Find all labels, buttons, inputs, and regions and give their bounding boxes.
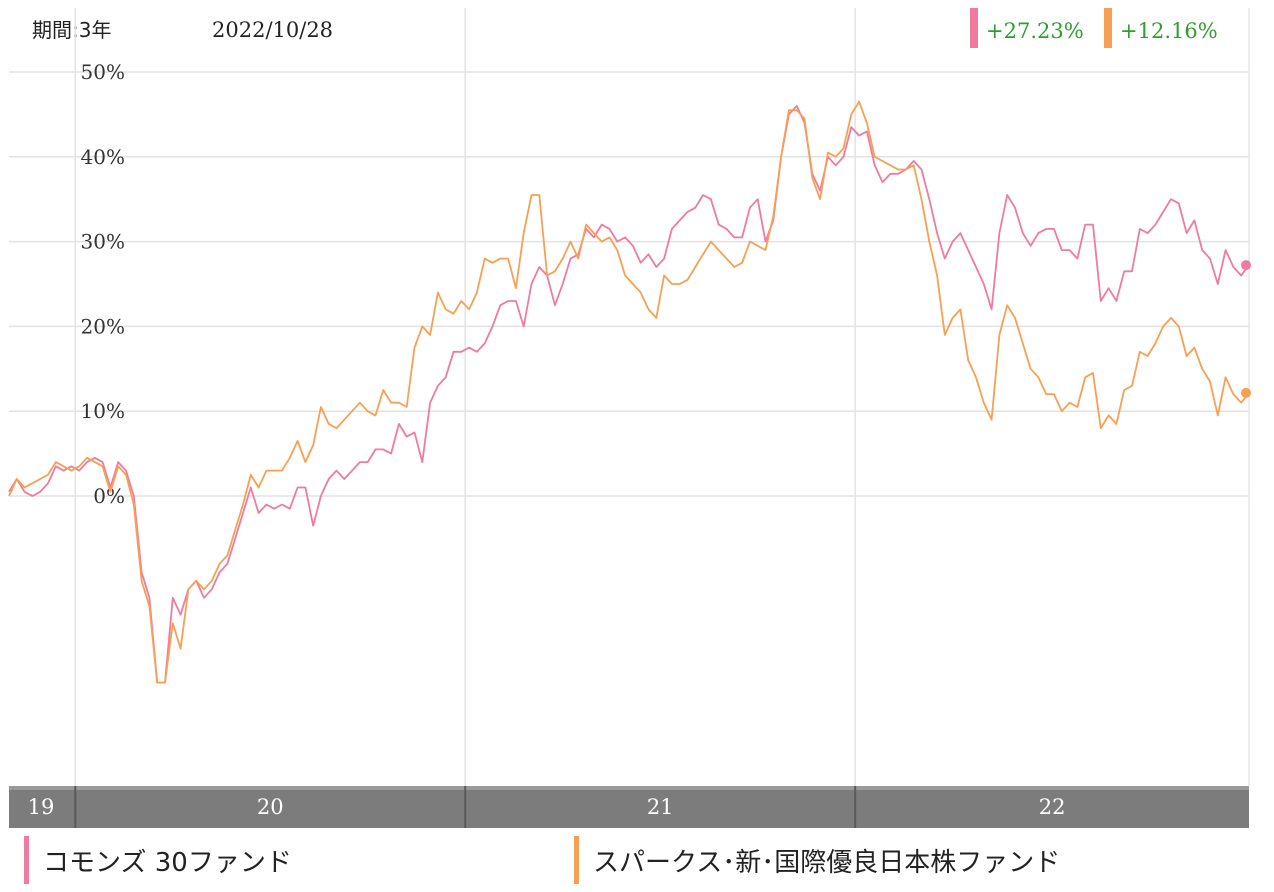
legend-label-sparx: スパークス･新･国際優良日本株ファンド	[593, 847, 1061, 878]
legend-swatch-sparx	[574, 836, 579, 884]
x-tick-label: 20	[257, 795, 284, 819]
x-axis-ticks: 19 20 21 22	[28, 786, 1066, 828]
y-axis-ticks: 0%10%20%30%40%50%	[81, 60, 125, 508]
period-label: 期間:3年	[32, 18, 111, 42]
gridlines	[9, 8, 1249, 786]
legend-label-commons: コモンズ 30ファンド	[43, 847, 292, 878]
legend-item-sparx: スパークス･新･国際優良日本株ファンド	[574, 836, 1060, 884]
return-marker-sparx	[1104, 8, 1112, 48]
return-marker-commons	[970, 8, 978, 48]
series-end-point-1	[1241, 387, 1251, 398]
series-end-point-0	[1241, 260, 1251, 271]
series-line-0	[8, 105, 1250, 684]
return-value-commons: +27.23%	[986, 19, 1084, 43]
x-tick-label: 19	[28, 795, 55, 819]
legend-item-commons: コモンズ 30ファンド	[24, 836, 292, 884]
y-tick-label: 50%	[81, 60, 125, 84]
series-lines	[8, 100, 1251, 684]
x-axis-band-highlight	[9, 786, 1249, 790]
x-tick-label: 22	[1039, 795, 1066, 819]
y-tick-label: 10%	[81, 399, 125, 423]
y-tick-label: 30%	[81, 230, 125, 254]
legend-swatch-commons	[24, 836, 29, 884]
y-tick-label: 40%	[81, 145, 125, 169]
return-value-sparx: +12.16%	[1120, 19, 1218, 43]
y-tick-label: 20%	[81, 314, 125, 338]
x-axis-band	[9, 786, 1249, 828]
x-tick-label: 21	[647, 795, 674, 819]
date-label: 2022/10/28	[212, 18, 333, 42]
series-line-1	[8, 100, 1250, 684]
